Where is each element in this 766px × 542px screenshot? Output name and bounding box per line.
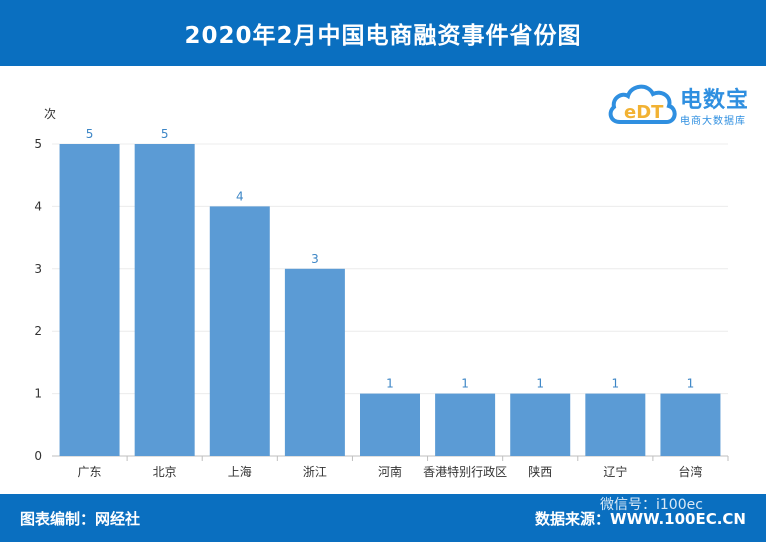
data-label: 1 [612, 377, 620, 391]
chart-area: 次 0 1 2 3 4 5 广东 北京 上海 浙江 河南 香港特别行政区 陕西 辽宁 台湾 5 5 4 3 1 1 1 1… [0, 66, 766, 494]
x-tick-label: 广东 [78, 465, 102, 479]
bar-陕西 [510, 393, 571, 456]
y-tick-label: 3 [34, 262, 42, 276]
bar-上海 [209, 206, 270, 456]
x-tick-label: 香港特别行政区 [423, 464, 507, 479]
wechat-watermark: 微信号：i100ec [600, 497, 703, 513]
cloud-logo-icon: eDT [608, 84, 677, 124]
footer-compiler: 图表编制：网经社 [20, 510, 141, 528]
logo-sub-text: 电商大数据库 [680, 116, 746, 127]
chart-header: 2020年2月中国电商融资事件省份图 [0, 0, 766, 66]
y-tick-label: 4 [34, 199, 42, 213]
chart-title: 2020年2月中国电商融资事件省份图 [184, 23, 582, 49]
data-label: 5 [161, 127, 169, 141]
bar-河南 [360, 393, 420, 456]
y-tick-label: 0 [34, 449, 42, 463]
logo-mark: eDT [624, 102, 664, 123]
data-label: 4 [236, 189, 244, 203]
x-tick-label: 河南 [378, 464, 402, 479]
logo-main-text: 电数宝 [680, 88, 750, 113]
data-label: 1 [461, 377, 469, 391]
data-label: 3 [311, 252, 319, 266]
x-tick-label: 上海 [228, 464, 252, 479]
bar-广东 [59, 144, 120, 456]
x-tick-label: 辽宁 [603, 464, 627, 479]
bar-香港特别行政区 [435, 393, 496, 456]
footer-source: 数据来源：WWW.100EC.CN [535, 510, 746, 528]
x-tick-label: 陕西 [528, 464, 552, 479]
x-tick-label: 北京 [153, 465, 177, 479]
data-label: 5 [86, 127, 94, 141]
bar-chart: 次 0 1 2 3 4 5 广东 北京 上海 浙江 河南 香港特别行政区 陕西 辽宁 台湾 5 5 4 3 1 1 1 1… [34, 107, 729, 479]
bar-辽宁 [585, 393, 646, 456]
x-tick-label: 浙江 [303, 465, 327, 479]
data-label: 1 [536, 377, 544, 391]
y-tick-label: 1 [34, 387, 42, 401]
bar-台湾 [660, 393, 721, 456]
y-tick-label: 2 [34, 324, 42, 338]
data-label: 1 [386, 377, 394, 391]
bar-北京 [134, 144, 195, 456]
y-axis-unit-label: 次 [44, 107, 56, 121]
chart-footer: 图表编制：网经社 数据来源：WWW.100EC.CN [0, 494, 766, 542]
logo: eDT 电数宝 电商大数据库 [606, 76, 756, 132]
y-tick-label: 5 [34, 137, 42, 151]
bar-浙江 [284, 268, 345, 456]
x-tick-label: 台湾 [678, 464, 702, 479]
data-label: 1 [687, 377, 695, 391]
